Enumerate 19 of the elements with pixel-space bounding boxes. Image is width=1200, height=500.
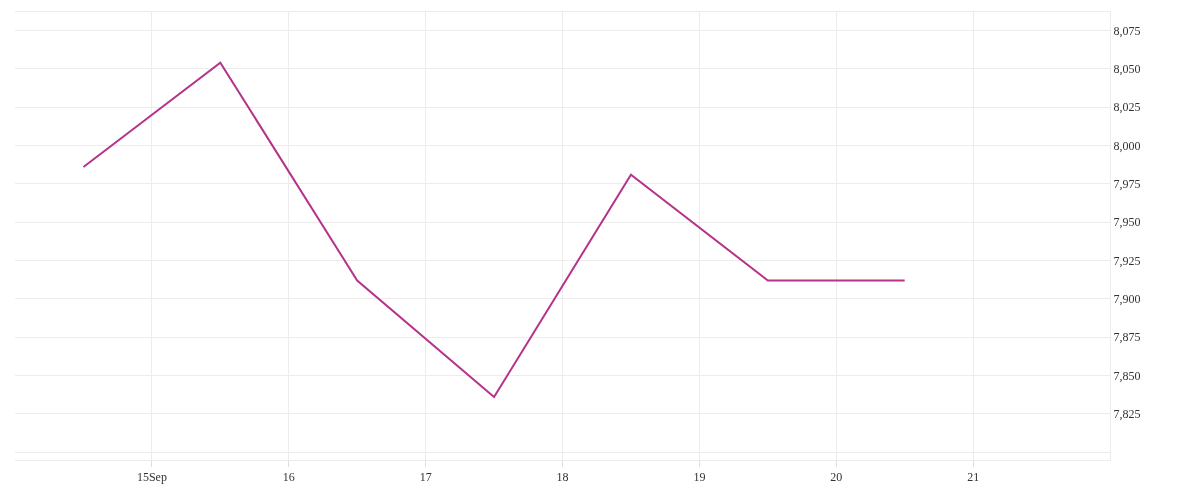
x-tick-label: 19 [693,470,706,485]
x-tick-label: 20 [830,470,843,485]
y-tick-label: 8,000 [1113,138,1141,153]
y-tick-label: 7,950 [1113,215,1141,230]
y-tick-label: 7,900 [1113,292,1141,307]
y-tick-label: 7,875 [1113,330,1141,345]
x-tick-label: 15Sep [136,470,167,485]
y-tick-label: 7,975 [1113,177,1141,192]
y-tick-label: 8,025 [1113,100,1141,115]
y-tick-label: 7,925 [1113,253,1141,268]
y-tick-label: 8,075 [1113,23,1141,38]
y-tick-label: 7,850 [1113,368,1141,383]
line-series [82,61,906,399]
x-tick-label: 18 [556,470,569,485]
x-tick-label: 16 [282,470,295,485]
y-tick-label: 8,050 [1113,61,1141,76]
x-tick-label: 17 [419,470,432,485]
y-tick-label: 7,825 [1113,407,1141,422]
x-tick-label: 21 [967,470,980,485]
